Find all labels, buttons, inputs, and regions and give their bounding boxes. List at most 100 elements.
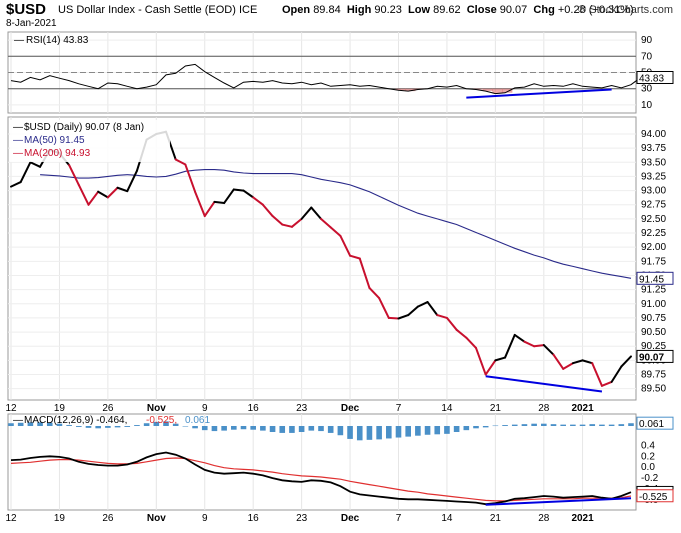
macd-hist-bar-53 — [521, 424, 528, 426]
ma50-last-tag-box — [636, 271, 674, 285]
rsi-line — [10, 63, 642, 95]
price-segment-2 — [29, 161, 42, 168]
price-y-tick-7: 92.25 — [641, 228, 666, 239]
price-segment-53 — [523, 340, 536, 348]
price-segment-11 — [116, 186, 129, 193]
ma50-line — [40, 169, 632, 279]
price-y-tick-13: 90.75 — [641, 313, 666, 324]
price-segment-51 — [504, 333, 516, 359]
ohlc-readout: Open 89.84 High 90.23 Low 89.62 Close 90… — [282, 4, 634, 16]
price-segment-1 — [19, 161, 32, 184]
price-segment-50 — [494, 356, 507, 362]
macd-hist-bar-15 — [153, 421, 160, 426]
macd-last-tag-0: 0.061 — [639, 419, 664, 430]
x-tick-upper-12: 2021 — [571, 403, 594, 414]
macd-hist-bar-33 — [327, 426, 334, 433]
close-label: Close — [466, 4, 497, 16]
macd-hist-bar-38 — [376, 426, 382, 440]
price-segment-22 — [223, 188, 235, 205]
price-segment-47 — [465, 336, 477, 349]
macd-hist-bar-54 — [531, 423, 537, 426]
rsi-y-tick-3: 30 — [641, 84, 653, 95]
price-segment-57 — [562, 362, 574, 370]
price-y-tick-17: 89.75 — [641, 370, 666, 381]
macd-hist-bar-21 — [211, 426, 218, 432]
macd-last-tag-box-0 — [636, 416, 674, 430]
x-tick-upper-5: 16 — [248, 403, 260, 414]
x-tick-upper-0: 12 — [5, 403, 17, 414]
price-segment-29 — [290, 217, 303, 228]
price-segment-18 — [184, 163, 197, 193]
macd-hist-bar-26 — [260, 426, 266, 431]
macd-legend-macd: MACD(12,26,9) -0.464, — [24, 415, 127, 426]
price-segment-24 — [242, 189, 255, 199]
price-segment-28 — [281, 223, 293, 228]
x-tick-upper-11: 28 — [538, 403, 550, 414]
rsi-oversold-fill-48 — [473, 88, 484, 90]
price-y-tick-8: 92.00 — [641, 242, 666, 253]
macd-hist-bar-52 — [511, 424, 518, 426]
rsi-oversold-fill-49 — [482, 88, 493, 92]
ma50-legend: MA(50) 91.45 — [24, 135, 85, 146]
rsi-last-tag-box — [636, 70, 674, 84]
rsi-y-tick-1: 70 — [641, 51, 653, 62]
ma200-legend-swatch: — — [13, 148, 23, 159]
macd-hist-bar-41 — [405, 426, 411, 437]
x-tick-upper-6: 23 — [296, 403, 308, 414]
macd-hist-bar-59 — [579, 424, 586, 426]
macd-hist-bar-0 — [8, 423, 14, 426]
macd-hist-bar-63 — [618, 424, 625, 426]
macd-hist-bar-20 — [201, 426, 208, 431]
macd-hist-bar-19 — [192, 426, 198, 429]
price-y-tick-2: 93.50 — [641, 157, 666, 168]
price-segment-7 — [77, 183, 90, 206]
x-tick-upper-9: 14 — [441, 403, 453, 414]
price-segment-46 — [455, 328, 468, 339]
price-segment-23 — [232, 188, 245, 192]
price-y-tick-15: 90.25 — [641, 341, 666, 352]
chart-date: 8-Jan-2021 — [6, 18, 57, 29]
price-legend: $USD (Daily) 90.07 (8 Jan) — [24, 122, 144, 133]
price-segment-20 — [203, 200, 216, 218]
price-segment-48 — [475, 346, 487, 376]
macd-hist-bar-36 — [356, 426, 363, 441]
price-segment-55 — [542, 344, 555, 356]
price-segment-63 — [620, 355, 632, 368]
x-tick-lower-11: 28 — [538, 513, 550, 524]
price-segment-31 — [310, 206, 322, 220]
macd-y-tick-3: -0.2 — [641, 473, 659, 484]
price-segment-44 — [436, 314, 448, 319]
macd-hist-bar-60 — [589, 424, 596, 426]
price-last-tag-box — [636, 349, 674, 363]
rsi-oversold-fill-51 — [502, 88, 513, 93]
price-y-tick-9: 91.75 — [641, 256, 666, 267]
rsi-last-tag: 43.83 — [639, 73, 664, 84]
macd-legend-hist: 0.061 — [185, 415, 210, 426]
price-segment-62 — [610, 365, 623, 383]
macd-hist-bar-51 — [502, 425, 508, 426]
macd-y-tick-2: 0.0 — [641, 462, 655, 473]
price-segment-26 — [261, 203, 274, 218]
price-segment-10 — [106, 186, 119, 199]
macd-hist-bar-62 — [608, 424, 615, 426]
price-segment-38 — [378, 297, 390, 319]
macd-hist-bar-58 — [570, 424, 576, 426]
price-segment-61 — [600, 380, 613, 387]
macd-hist-bar-18 — [182, 426, 189, 427]
price-segment-8 — [87, 190, 100, 206]
price-segment-30 — [300, 206, 313, 220]
price-segment-6 — [68, 164, 80, 186]
x-tick-upper-3: Nov — [147, 403, 166, 414]
price-trendline — [485, 375, 603, 393]
ma50-legend-swatch: — — [13, 135, 23, 146]
macd-hist-bar-56 — [550, 424, 557, 426]
low-value: 89.62 — [433, 4, 461, 16]
open-value: 89.84 — [313, 4, 341, 16]
rsi-oversold-fill-40 — [395, 88, 406, 91]
price-segment-43 — [426, 301, 439, 317]
macd-hist-bar-23 — [231, 426, 237, 430]
price-legend-swatch: — — [13, 122, 23, 133]
chart-header: $USD US Dollar Index - Cash Settle (EOD)… — [0, 0, 681, 30]
price-y-tick-14: 90.50 — [641, 327, 666, 338]
